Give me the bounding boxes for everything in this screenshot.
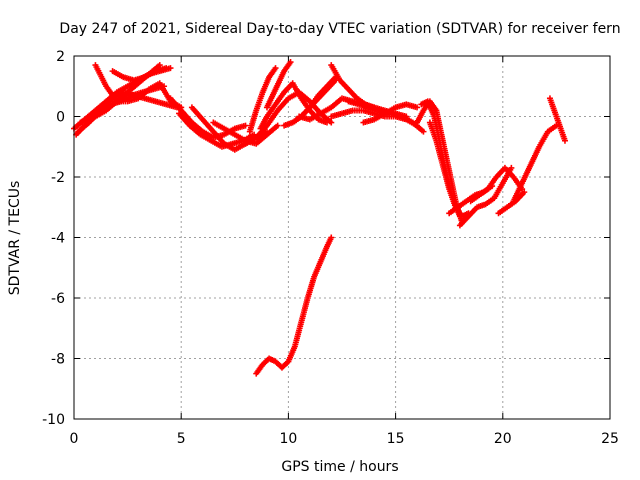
x-axis-label: GPS time / hours (281, 459, 398, 475)
series-track-20 (345, 98, 427, 135)
data-point-marker (287, 59, 294, 66)
y-axis-label: SDTVAR / TECUs (7, 181, 23, 296)
series-track-10 (210, 119, 281, 147)
series-track-14 (263, 59, 294, 111)
x-tick-label: 25 (601, 431, 619, 447)
series-track-24 (426, 119, 472, 220)
series-track-30 (546, 95, 568, 144)
x-tick-label: 10 (279, 431, 297, 447)
series-track-31 (253, 234, 335, 377)
data-points (71, 59, 568, 377)
series-track-26 (456, 164, 515, 229)
data-point-marker (156, 62, 163, 69)
series-track-6 (77, 89, 180, 126)
data-point-marker (521, 189, 528, 196)
data-point-marker (414, 104, 421, 111)
grid-lines (74, 56, 610, 419)
y-tick-label: -2 (51, 170, 65, 186)
x-tick-label: 0 (70, 431, 79, 447)
data-point-marker (272, 65, 279, 72)
x-tick-label: 15 (387, 431, 405, 447)
data-point-marker (553, 122, 560, 129)
data-point-marker (274, 122, 281, 129)
series-track-29 (510, 122, 560, 205)
series-track-12 (246, 65, 279, 135)
y-tick-label: 2 (56, 49, 65, 65)
data-point-marker (420, 128, 427, 135)
data-point-marker (508, 164, 515, 171)
x-tick-label: 5 (177, 431, 186, 447)
y-tick-label: -6 (51, 291, 65, 307)
data-point-marker (328, 234, 335, 241)
axis-ticks: 0 5 10 15 20 25 -10 -8 -6 -4 -2 0 2 (42, 49, 619, 447)
y-tick-label: -10 (42, 412, 65, 428)
series-track-5 (109, 65, 170, 84)
data-point-marker (163, 65, 170, 72)
data-point-marker (242, 122, 249, 129)
plot-frame (73, 55, 611, 420)
chart-title: Day 247 of 2021, Sidereal Day-to-day VTE… (59, 21, 620, 37)
y-tick-label: -4 (51, 231, 65, 247)
x-tick-label: 20 (494, 431, 512, 447)
series-track-21 (360, 101, 421, 126)
y-tick-label: 0 (56, 110, 65, 126)
y-tick-label: -8 (51, 352, 65, 368)
data-point-marker (561, 137, 568, 144)
data-point-marker (323, 119, 330, 126)
